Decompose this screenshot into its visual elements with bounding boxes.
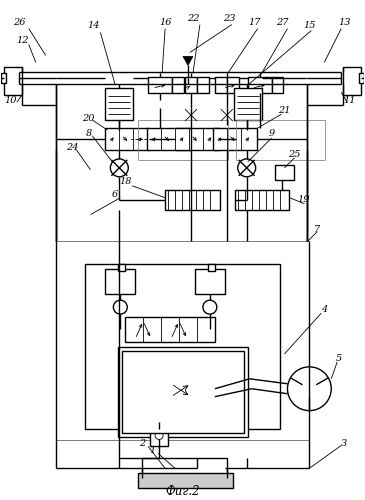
Text: 13: 13: [338, 18, 350, 27]
Bar: [105, 88, 133, 120]
Text: 2: 2: [139, 439, 145, 448]
Text: 12: 12: [16, 36, 29, 45]
Bar: [147, 128, 191, 150]
Bar: [195, 270, 225, 294]
Bar: [1, 74, 6, 84]
Bar: [172, 78, 184, 93]
Text: 9: 9: [268, 128, 275, 138]
Circle shape: [151, 357, 215, 420]
Circle shape: [114, 300, 127, 314]
Bar: [343, 68, 361, 95]
Text: 25: 25: [288, 150, 301, 160]
Bar: [4, 68, 22, 95]
Text: 18: 18: [119, 178, 131, 186]
Text: 3: 3: [341, 439, 347, 448]
Bar: [118, 264, 125, 272]
Text: 20: 20: [82, 114, 95, 122]
Text: 4: 4: [321, 304, 327, 314]
Bar: [274, 165, 295, 180]
Bar: [248, 78, 272, 93]
Bar: [197, 78, 209, 93]
Bar: [105, 128, 149, 150]
Circle shape: [155, 432, 163, 440]
Bar: [236, 120, 325, 160]
Bar: [359, 74, 364, 84]
Bar: [234, 88, 262, 120]
Bar: [105, 270, 135, 294]
Polygon shape: [183, 56, 193, 66]
Bar: [165, 190, 220, 210]
Bar: [85, 264, 280, 428]
Bar: [122, 351, 244, 432]
Text: 24: 24: [66, 144, 79, 152]
Bar: [118, 347, 248, 436]
Bar: [55, 242, 310, 440]
Text: 7: 7: [314, 225, 320, 234]
Text: Фиг.2: Фиг.2: [166, 484, 200, 498]
Circle shape: [203, 300, 217, 314]
Bar: [185, 78, 197, 93]
Text: 22: 22: [187, 14, 199, 23]
Text: 14: 14: [87, 21, 100, 30]
Bar: [213, 128, 257, 150]
Text: 6: 6: [112, 190, 119, 199]
Circle shape: [110, 159, 128, 177]
Text: 19: 19: [297, 195, 310, 204]
Text: 21: 21: [278, 106, 291, 114]
Text: 27: 27: [276, 18, 289, 27]
Bar: [148, 78, 172, 93]
Bar: [125, 317, 215, 342]
Text: 8: 8: [85, 128, 92, 138]
Text: 17: 17: [249, 18, 261, 27]
Bar: [227, 78, 239, 93]
Text: 23: 23: [223, 14, 236, 23]
Text: 5: 5: [336, 354, 342, 364]
Text: 26: 26: [12, 18, 25, 27]
Bar: [235, 190, 289, 210]
Bar: [272, 78, 284, 93]
Circle shape: [288, 367, 331, 410]
Bar: [150, 428, 168, 446]
Bar: [215, 78, 227, 93]
Text: 1: 1: [149, 446, 155, 455]
Text: 15: 15: [303, 21, 316, 30]
Bar: [142, 458, 227, 478]
Bar: [175, 128, 219, 150]
Bar: [138, 120, 228, 160]
Bar: [138, 474, 233, 488]
Bar: [208, 264, 215, 272]
Circle shape: [238, 159, 256, 177]
Text: 10: 10: [5, 96, 17, 104]
Text: 16: 16: [159, 18, 171, 27]
Text: 11: 11: [343, 96, 356, 104]
